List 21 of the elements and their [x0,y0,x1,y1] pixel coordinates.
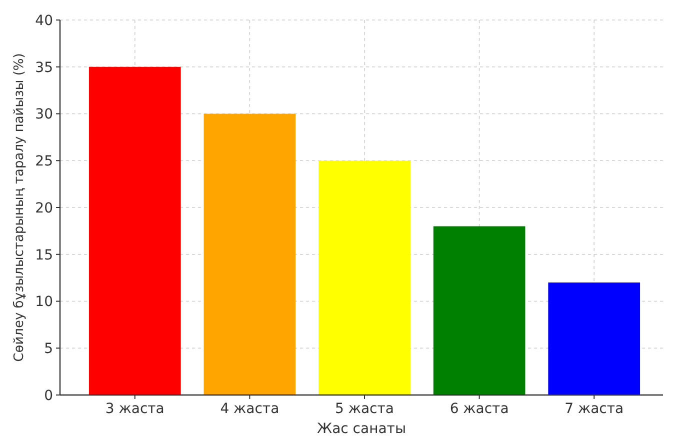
y-tick-label: 35 [35,60,53,76]
x-tick-label: 6 жаста [450,401,509,417]
y-tick-label: 30 [35,106,53,123]
x-tick-label: 4 жаста [220,401,280,417]
bar [204,114,296,395]
y-axis-title: Сөйлеу бұзылыстарының таралу пайызы (%) [12,53,27,362]
y-tick-label: 20 [35,200,53,216]
y-tick-label: 5 [44,341,53,358]
x-tick-label: 7 жаста [564,401,624,417]
bar [88,66,181,395]
y-tick-label: 25 [35,154,53,170]
bar [433,226,526,395]
x-axis-title: Жас санаты [316,421,406,437]
bar [318,160,410,395]
y-tick-label: 40 [35,12,53,29]
y-tick-label: 0 [44,388,53,404]
y-tick-label: 10 [35,294,53,310]
y-tick-label: 15 [35,247,53,264]
x-tick-label: 5 жаста [335,401,394,417]
x-tick-label: 3 жаста [105,401,164,417]
bar [548,282,640,395]
